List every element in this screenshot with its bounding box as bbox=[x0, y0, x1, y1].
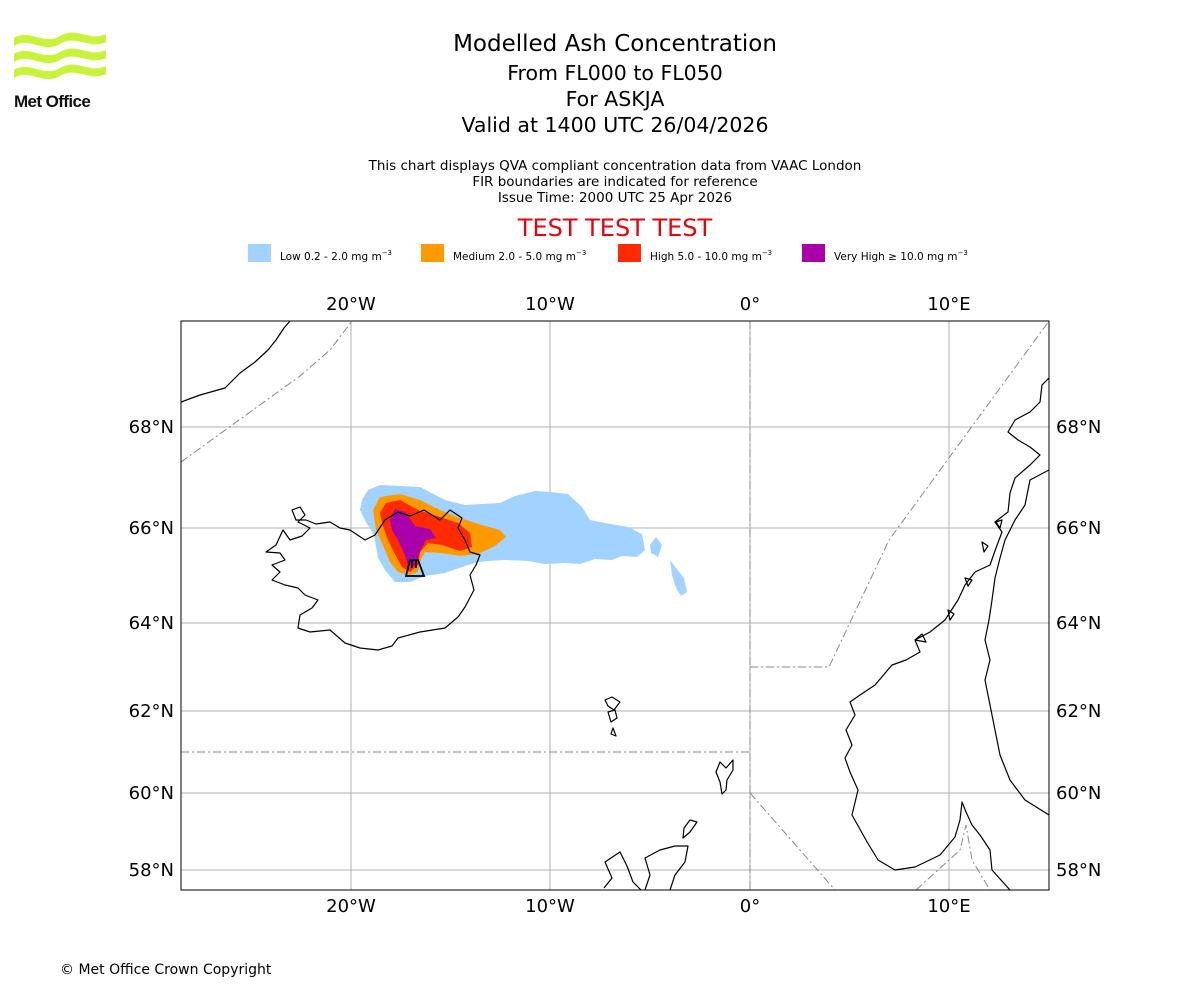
lat-labels-right: 68°N 66°N 64°N 62°N 60°N 58°N bbox=[1056, 417, 1101, 881]
chart-info-block: This chart displays QVA compliant concen… bbox=[315, 158, 915, 206]
lat-label-right: 66°N bbox=[1056, 518, 1101, 539]
lat-label-right: 60°N bbox=[1056, 783, 1101, 804]
map-gridlines bbox=[181, 321, 1049, 890]
legend-swatch-high bbox=[618, 244, 641, 262]
coast-norway-islands bbox=[914, 519, 1003, 643]
info-line-issue-time: Issue Time: 2000 UTC 25 Apr 2026 bbox=[497, 190, 733, 206]
flight-level-range: From FL000 to FL050 bbox=[507, 61, 723, 85]
lat-label-right: 68°N bbox=[1056, 417, 1101, 438]
legend-swatch-very-high bbox=[802, 244, 825, 262]
legend-label-medium: Medium 2.0 - 5.0 mg m−3 bbox=[453, 249, 587, 263]
test-banner: TEST TEST TEST bbox=[517, 214, 713, 242]
legend-swatch-medium bbox=[421, 244, 444, 262]
lat-label-left: 64°N bbox=[129, 613, 174, 634]
coast-orkney bbox=[682, 819, 698, 839]
lon-label-bottom: 10°W bbox=[525, 896, 575, 917]
lat-label-right: 62°N bbox=[1056, 701, 1101, 722]
ash-plume bbox=[360, 485, 687, 596]
info-line-qva: This chart displays QVA compliant concen… bbox=[368, 158, 862, 174]
coast-shetland bbox=[715, 759, 734, 795]
legend-swatch-low bbox=[248, 244, 271, 262]
lat-label-left: 62°N bbox=[129, 701, 174, 722]
info-line-fir: FIR boundaries are indicated for referen… bbox=[472, 174, 758, 190]
legend-label-low: Low 0.2 - 2.0 mg m−3 bbox=[280, 249, 393, 263]
coast-iceland bbox=[265, 506, 481, 651]
chart-title-block: Modelled Ash Concentration From FL000 to… bbox=[315, 28, 915, 138]
lat-label-left: 58°N bbox=[129, 860, 174, 881]
lon-label-bottom: 0° bbox=[740, 896, 760, 917]
lon-labels-top: 20°W 10°W 0° 10°E bbox=[326, 294, 970, 315]
coastlines bbox=[181, 321, 1049, 890]
copyright-notice: © Met Office Crown Copyright bbox=[60, 962, 272, 978]
lon-label-top: 10°E bbox=[927, 294, 970, 315]
legend-label-very-high: Very High ≥ 10.0 mg m−3 bbox=[834, 249, 968, 263]
chart-title: Modelled Ash Concentration bbox=[453, 31, 777, 57]
coast-sweden bbox=[984, 469, 1049, 816]
lat-labels-left: 68°N 66°N 64°N 62°N 60°N 58°N bbox=[129, 417, 174, 881]
met-office-logo: Met Office bbox=[14, 30, 106, 112]
lon-label-bottom: 10°E bbox=[927, 896, 970, 917]
ash-area-very-high bbox=[390, 509, 436, 566]
lon-label-top: 10°W bbox=[525, 294, 575, 315]
coast-scotland bbox=[603, 845, 689, 890]
lon-labels-bottom: 20°W 10°W 0° 10°E bbox=[326, 896, 970, 917]
fir-boundaries bbox=[181, 321, 1049, 890]
volcano-name: For ASKJA bbox=[565, 87, 665, 111]
lat-label-right: 58°N bbox=[1056, 860, 1101, 881]
coast-greenland bbox=[181, 321, 291, 403]
askja-volcano-marker bbox=[404, 559, 426, 577]
lat-label-left: 66°N bbox=[129, 518, 174, 539]
fir-boundary-greenland bbox=[181, 321, 353, 463]
legend-label-high: High 5.0 - 10.0 mg m−3 bbox=[650, 249, 773, 263]
coast-norway bbox=[844, 377, 1049, 890]
map-frame bbox=[180, 320, 1050, 891]
coast-faroes bbox=[604, 696, 621, 737]
lon-label-bottom: 20°W bbox=[326, 896, 376, 917]
lat-label-right: 64°N bbox=[1056, 613, 1101, 634]
fir-boundary-north-sea bbox=[749, 792, 836, 890]
met-office-logo-text: Met Office bbox=[14, 92, 91, 111]
fir-boundary-norway bbox=[750, 321, 1049, 668]
lon-label-top: 20°W bbox=[326, 294, 376, 315]
lat-label-left: 68°N bbox=[129, 417, 174, 438]
met-office-waves-icon bbox=[14, 32, 106, 80]
valid-time: Valid at 1400 UTC 26/04/2026 bbox=[461, 113, 769, 137]
fir-boundary-skagerrak bbox=[915, 824, 991, 890]
lat-label-left: 60°N bbox=[129, 783, 174, 804]
lon-label-top: 0° bbox=[740, 294, 760, 315]
